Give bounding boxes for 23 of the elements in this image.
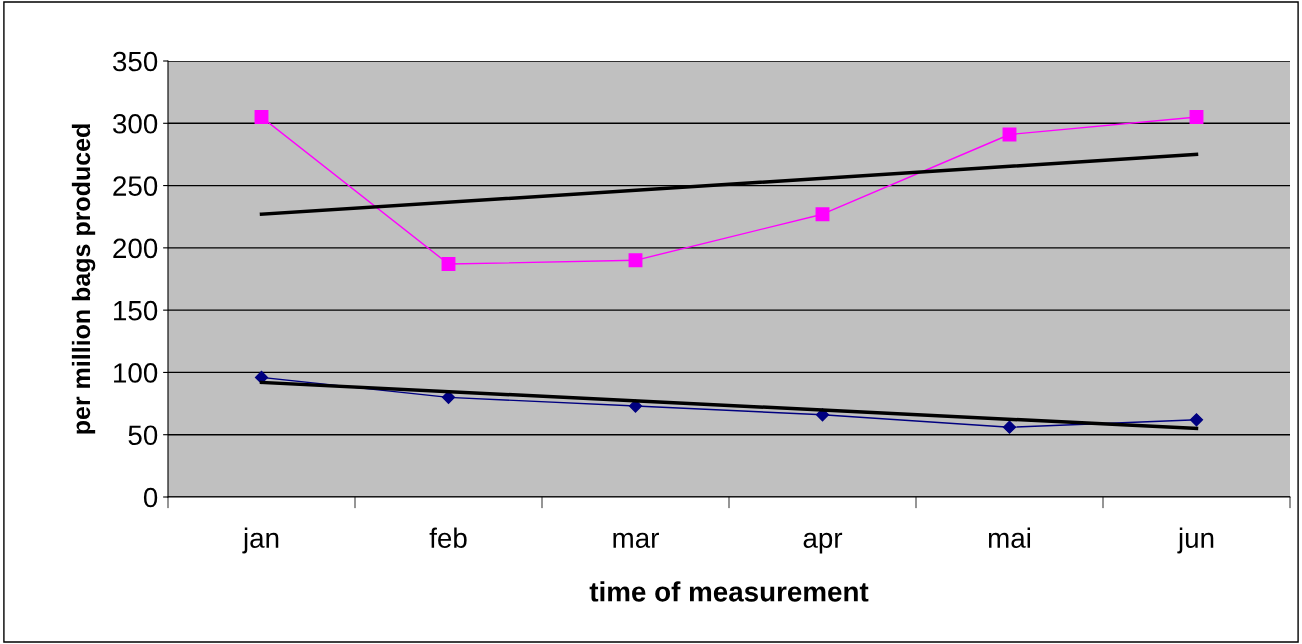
point bbox=[815, 207, 830, 222]
y-tick-label: 250 bbox=[113, 176, 158, 196]
y-tick-label: 150 bbox=[114, 300, 158, 321]
point bbox=[628, 253, 643, 268]
x-tick-label: jun bbox=[1177, 527, 1214, 554]
point bbox=[1002, 420, 1017, 434]
x-tick-label: apr bbox=[803, 532, 843, 554]
y-axis-title: per million bags produced bbox=[71, 124, 96, 434]
x-axis-title: time of measurement bbox=[589, 581, 869, 602]
y-tick-label: 0 bbox=[143, 487, 158, 508]
point bbox=[1189, 110, 1204, 125]
y-tick-label: 350 bbox=[113, 51, 158, 72]
point bbox=[1189, 413, 1204, 427]
x-tick-label: jan bbox=[242, 527, 279, 554]
point bbox=[441, 257, 456, 271]
x-tick-label: feb bbox=[429, 527, 467, 548]
y-tick-label: 200 bbox=[113, 238, 158, 259]
x-tick-label: mai bbox=[988, 527, 1031, 548]
point bbox=[254, 110, 269, 125]
y-tick-label: 50 bbox=[128, 425, 158, 446]
y-tick-label: 100 bbox=[114, 363, 158, 383]
y-tick-label: 300 bbox=[113, 113, 158, 134]
x-tick-label: mar bbox=[613, 532, 659, 548]
